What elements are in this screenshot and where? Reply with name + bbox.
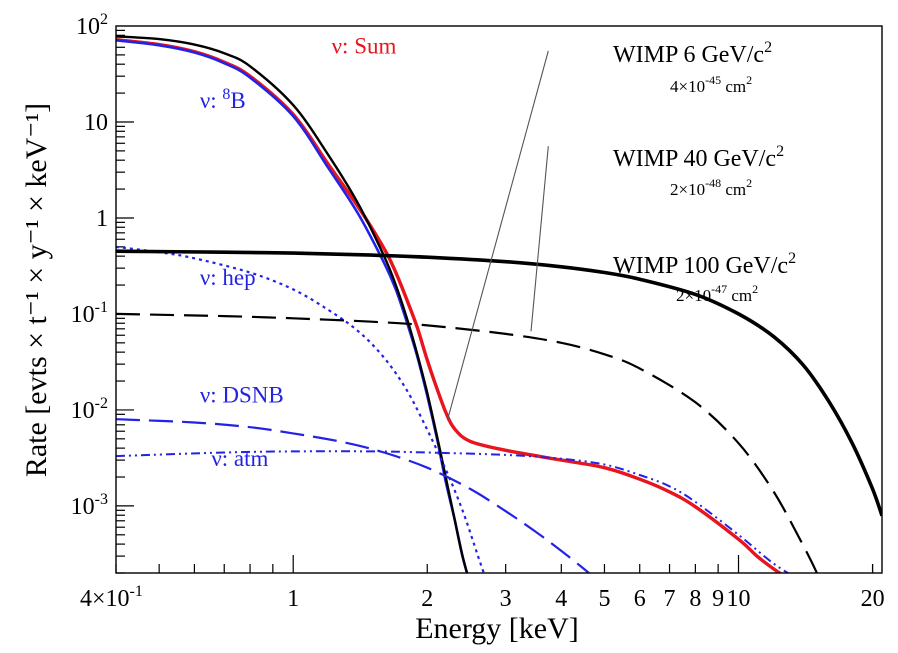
label-nu-dsnb: ν: DSNB: [200, 382, 284, 407]
annotation-wimp-100-title: WIMP 100 GeV/c2: [613, 250, 796, 279]
x-tick-label: 6: [634, 586, 646, 612]
y-axis-title: Rate [evts × t⁻¹ × y⁻¹ × keV⁻¹]: [20, 103, 53, 477]
plot-frame: [115, 25, 883, 574]
x-tick-label: 8: [689, 586, 701, 612]
y-tick-label: 102: [76, 11, 108, 40]
leader-line-w6: [446, 50, 549, 421]
x-tick-label: 1: [287, 586, 299, 612]
annotation-wimp-40: WIMP 40 GeV/c2 2×10-48 cm2: [613, 143, 784, 199]
leader-line-w40: [530, 146, 549, 332]
annotation-wimp-100: WIMP 100 GeV/c2 2×10-47 cm2: [613, 250, 796, 305]
x-tick-label: 20: [861, 586, 885, 612]
series-wimp-40: [116, 312, 819, 573]
y-tick-label: 10-3: [71, 491, 108, 520]
series-nu-dsnb: [116, 418, 591, 573]
label-nu-8b: ν: 8B: [200, 86, 246, 113]
y-tick-label: 10-1: [71, 299, 108, 328]
x-tick-label: 4: [555, 586, 567, 612]
x-tick-label: 4×10-1: [80, 583, 143, 612]
x-tick-label: 2: [421, 586, 433, 612]
series-wimp-100: [116, 249, 882, 517]
annotation-wimp-6-title: WIMP 6 GeV/c2: [613, 39, 772, 68]
annotation-wimp-40-cross-section: 2×10-48 cm2: [670, 176, 752, 199]
y-tick-label: 1: [96, 206, 108, 232]
x-tick-label: 10: [727, 586, 751, 612]
series-nu-8B: [116, 39, 469, 573]
annotation-wimp-40-title: WIMP 40 GeV/c2: [613, 143, 784, 172]
x-tick-label: 7: [664, 586, 676, 612]
y-tick-label: 10-2: [71, 395, 108, 424]
label-nu-atm: ν: atm: [211, 446, 268, 471]
label-nu-hep: ν: hep: [200, 265, 256, 290]
annotation-wimp-6-cross-section: 4×10-45 cm2: [670, 73, 752, 96]
curves: [116, 35, 882, 573]
annotation-wimp-100-cross-section: 2×10-47 cm2: [676, 282, 758, 305]
annotation-leader-lines: [446, 50, 549, 421]
series-nu-sum: [116, 38, 783, 573]
x-tick-label: 3: [500, 586, 512, 612]
y-tick-label: 10: [84, 110, 108, 136]
x-tick-label: 5: [598, 586, 610, 612]
x-tick-label: 9: [712, 586, 724, 612]
label-nu-sum: ν: Sum: [332, 33, 397, 58]
series-nu-atm: [116, 450, 790, 573]
series-total-black: [116, 35, 469, 573]
x-axis-title: Energy [keV]: [415, 612, 579, 645]
annotation-wimp-6: WIMP 6 GeV/c2 4×10-45 cm2: [613, 39, 772, 96]
